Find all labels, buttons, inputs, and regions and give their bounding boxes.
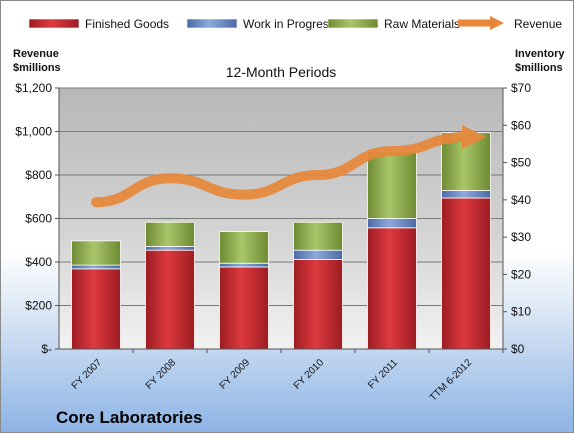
x-tick-label: FY 2010 — [292, 357, 327, 392]
x-tick-label: FY 2008 — [144, 357, 179, 392]
right-tick-label: $60 — [511, 118, 531, 132]
legend-label: Work in Progress — [243, 17, 335, 31]
left-tick-label: $1,200 — [15, 81, 52, 95]
bar-work-in-progress — [367, 218, 417, 229]
bar-work-in-progress — [219, 262, 269, 268]
x-tick-label: FY 2007 — [70, 357, 105, 392]
left-tick-label: $400 — [25, 255, 52, 269]
legend-label: Finished Goods — [85, 17, 169, 31]
bar-work-in-progress — [293, 249, 343, 260]
bar-finished-goods — [219, 266, 269, 350]
bar-work-in-progress — [71, 264, 121, 270]
x-tick-label: FY 2011 — [366, 357, 400, 391]
bar-finished-goods — [293, 259, 343, 350]
left-tick-label: $1,000 — [15, 125, 52, 139]
right-tick-label: $30 — [511, 230, 531, 244]
legend-swatch — [327, 18, 379, 29]
company-name: Core Laboratories — [56, 408, 202, 427]
bar-finished-goods — [71, 268, 121, 350]
legend-swatch — [186, 18, 238, 29]
left-tick-label: $600 — [25, 212, 52, 226]
legend: Finished Goods Work in Progress Raw Materi… — [28, 16, 562, 31]
left-tick-label: $800 — [25, 168, 52, 182]
bar-stacks — [71, 132, 491, 350]
left-tick-label: $200 — [25, 299, 52, 313]
right-tick-label: $0 — [511, 342, 525, 356]
right-tick-label: $70 — [511, 81, 531, 95]
bar-raw-materials — [145, 221, 195, 247]
bar-finished-goods — [145, 249, 195, 350]
x-tick-label: FY 2009 — [218, 357, 253, 392]
revenue-line-path — [91, 124, 486, 208]
left-axis-title-line1: Revenue — [13, 48, 59, 60]
bar-finished-goods — [441, 197, 491, 350]
legend-label: Raw Materials — [384, 17, 460, 31]
gridlines — [59, 87, 503, 306]
left-axis-title-line2: $millions — [13, 62, 61, 74]
right-axis-title-line1: Inventory — [515, 48, 565, 60]
bar-raw-materials — [219, 231, 269, 264]
bar-raw-materials — [71, 240, 121, 266]
chart-title: 12-Month Periods — [226, 64, 337, 80]
bar-raw-materials — [293, 221, 343, 251]
legend-swatch-arrow — [490, 16, 504, 30]
left-tick-label: $- — [41, 342, 52, 356]
revenue-line — [91, 124, 486, 208]
right-tick-label: $40 — [511, 193, 531, 207]
bar-finished-goods — [367, 227, 417, 350]
right-tick-label: $50 — [511, 156, 531, 170]
bar-raw-materials — [367, 150, 417, 219]
x-tick-label: TTM 6-2012 — [428, 357, 475, 404]
legend-label: Revenue — [514, 17, 562, 31]
right-tick-label: $10 — [511, 305, 531, 319]
bar-work-in-progress — [145, 246, 195, 251]
bar-work-in-progress — [441, 190, 491, 199]
right-tick-label: $20 — [511, 267, 531, 281]
right-axis-title-line2: $millions — [515, 62, 563, 74]
legend-swatch — [28, 18, 80, 29]
